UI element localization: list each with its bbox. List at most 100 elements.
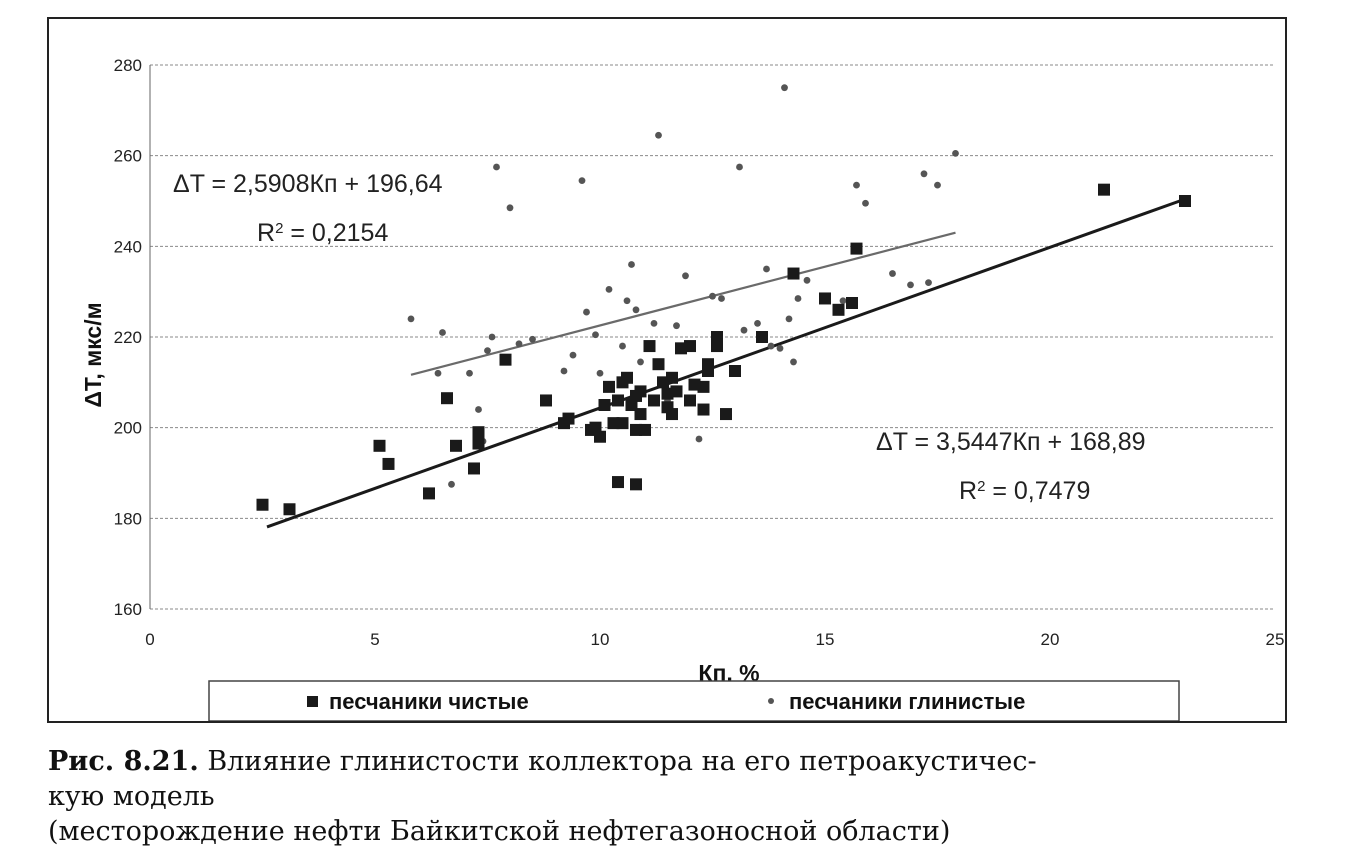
point-clean (472, 437, 485, 450)
point-clean (630, 478, 642, 491)
point-clean (283, 503, 296, 516)
caption-text-1: Влияние глинистости коллектора на его пе… (198, 746, 1037, 777)
point-clay (740, 326, 748, 334)
y-axis-title: ΔT, мкс/м (80, 302, 106, 407)
point-clean (711, 331, 723, 343)
clay-trend-equation: ΔT = 2,5908Кп + 196,64 (173, 170, 443, 198)
point-clean (589, 421, 602, 434)
point-clay (466, 369, 473, 377)
point-clean (666, 371, 678, 384)
point-clean (634, 385, 647, 398)
legend-marker-clay (768, 698, 774, 704)
point-clay (596, 369, 604, 377)
trendlines (266, 197, 1186, 529)
grid-lines (150, 64, 1275, 610)
point-clean (819, 292, 831, 305)
point-clay (673, 322, 680, 330)
scatter-chart: 160 180 200 220 240 260 280 0 5 10 15 20 25 ΔT = 2,5… (80, 56, 1285, 721)
point-clean (423, 487, 435, 500)
point-clean (562, 412, 575, 425)
point-clay (853, 181, 860, 189)
point-clay (407, 315, 415, 323)
tick-labels: 160 180 200 220 240 260 280 0 5 10 15 20 25 (114, 56, 1285, 649)
y-tick-label: 160 (114, 600, 142, 619)
point-clean (598, 399, 611, 411)
point-clay (767, 342, 775, 350)
point-clay (632, 306, 640, 314)
point-clay (907, 281, 914, 289)
legend-marker-clean (307, 696, 318, 707)
point-clean (832, 303, 845, 316)
y-tick-label: 280 (114, 56, 142, 75)
point-clay (488, 333, 496, 341)
point-clean (850, 242, 863, 255)
point-clay (682, 272, 689, 280)
point-clay (839, 297, 847, 305)
point-clean (756, 331, 768, 343)
point-clean (666, 408, 678, 421)
y-tick-label: 220 (114, 328, 142, 347)
y-tick-label: 180 (114, 509, 142, 528)
legend-box (208, 680, 1180, 721)
point-clean (648, 394, 660, 407)
point-clean (594, 430, 606, 443)
x-tick-label: 25 (1266, 630, 1285, 649)
point-clay (484, 347, 491, 354)
point-clean (697, 403, 710, 416)
point-clean (603, 380, 615, 393)
point-clean (382, 457, 395, 470)
point-clay (781, 84, 788, 92)
point-clay (862, 199, 869, 207)
point-clean (625, 399, 638, 411)
caption-line-3: (месторождение нефти Байкитской нефтегаз… (48, 816, 951, 847)
point-clay (785, 315, 793, 323)
point-clean (256, 498, 269, 511)
point-clean (652, 358, 665, 371)
point-clay (794, 295, 802, 302)
point-clean (468, 462, 480, 475)
point-clay (506, 204, 514, 212)
point-clay (650, 320, 658, 327)
point-clay (952, 150, 959, 157)
y-tick-label: 240 (114, 237, 142, 256)
x-tick-label: 0 (145, 630, 154, 649)
point-clean (1179, 195, 1191, 207)
x-tick-label: 5 (370, 630, 379, 649)
point-clay (569, 351, 577, 359)
figure-number: Рис. 8.21. (48, 746, 199, 777)
data-points (256, 84, 1191, 516)
point-clean (450, 439, 462, 452)
point-clay (592, 331, 599, 339)
legend: песчаники чистые песчаники глинистые (208, 680, 1180, 721)
point-clean (634, 408, 647, 421)
point-clay (889, 270, 896, 277)
point-clean (720, 408, 732, 421)
point-clay (448, 480, 455, 488)
point-clean (373, 439, 386, 452)
point-clay (925, 279, 932, 286)
point-clean (684, 340, 696, 353)
point-clay (475, 406, 482, 413)
figure-caption: Рис. 8.21. Влияние глинистости коллектор… (48, 744, 1318, 849)
point-clay (655, 131, 662, 139)
point-clay (578, 177, 586, 185)
y-tick-label: 200 (114, 419, 142, 438)
point-clay (776, 344, 784, 352)
point-clean (729, 365, 741, 377)
point-clay (695, 435, 703, 443)
point-clay (583, 308, 590, 316)
point-clay (763, 265, 770, 273)
x-tick-label: 20 (1041, 630, 1060, 649)
trendline-clay (410, 231, 956, 376)
point-clay (736, 163, 743, 171)
point-clean (621, 371, 633, 384)
caption-line-2: кую модель (48, 781, 215, 812)
point-clay (623, 297, 631, 305)
point-clay (493, 163, 500, 171)
point-clay (790, 358, 797, 366)
point-clean (684, 394, 696, 407)
point-clean (499, 353, 512, 366)
x-tick-label: 15 (816, 630, 835, 649)
point-clean (616, 417, 629, 430)
point-clay (434, 369, 442, 377)
